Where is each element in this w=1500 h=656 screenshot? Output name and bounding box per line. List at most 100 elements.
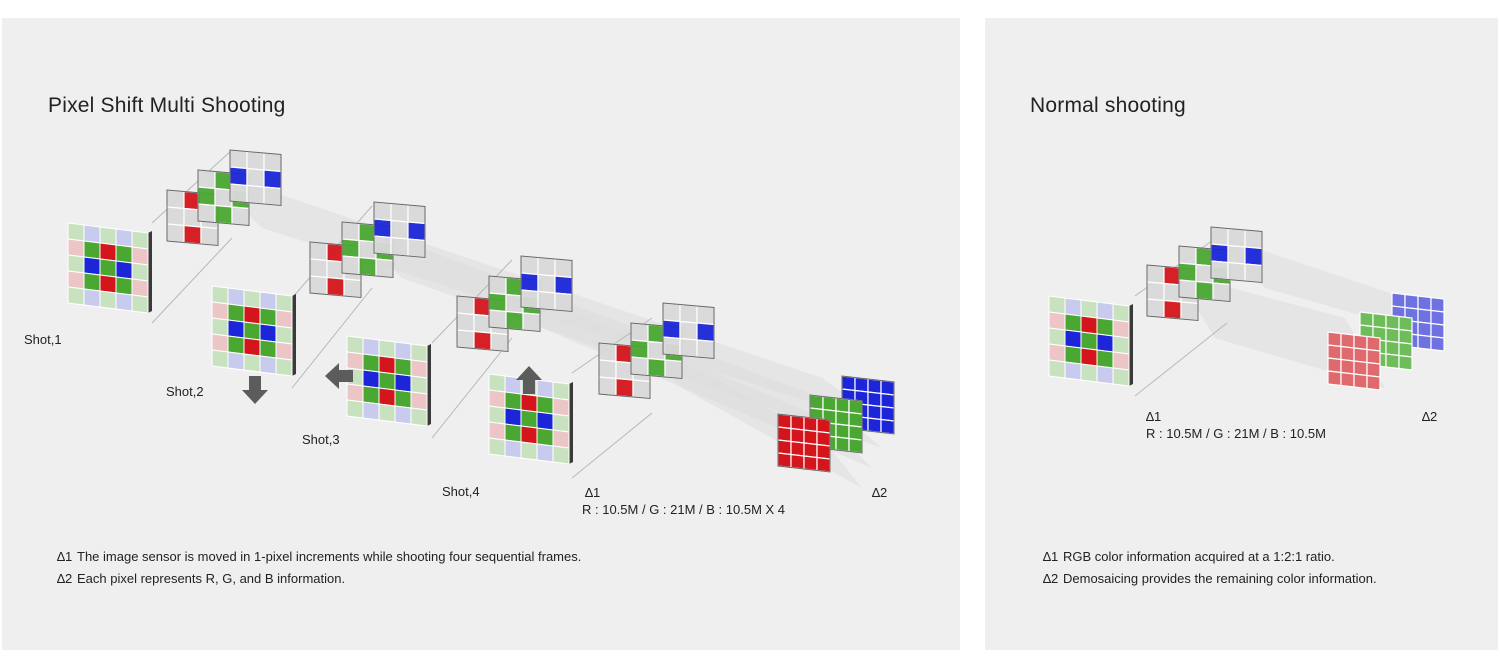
sensor-shot-3-cell: [346, 399, 364, 419]
sensor-shot-3-cell: [410, 391, 428, 411]
demosaic-green-plane-cell: [1372, 312, 1387, 329]
sensor-shot-2-cell: [259, 291, 277, 311]
demosaic-red-plane-cell: [1327, 331, 1342, 348]
sensor-shot-4-cell: [520, 425, 538, 445]
red-filter-shot-4-cell: [632, 379, 651, 400]
full-red-plane-cell: [816, 417, 831, 434]
sensor-shot-3-cell: [362, 337, 380, 357]
green-filter-cell: [1178, 279, 1197, 300]
blue-filter-shot-4-cell: [662, 336, 681, 357]
shot-2-label: Shot,2: [166, 384, 204, 399]
demosaic-red-plane-cell: [1353, 360, 1368, 377]
sensor-shot-1-cell: [99, 242, 117, 262]
sensor-shot-1-cell: [67, 270, 85, 290]
green-filter-shot-2-cell: [358, 256, 377, 277]
blue-filter-shot-2-cell: [373, 218, 392, 239]
sensor-shot-2-cell: [243, 289, 261, 309]
blue-filter-shot-3-cell: [537, 256, 556, 277]
footnote-1-mark: ∆1: [1043, 549, 1059, 564]
guide-line: [291, 287, 373, 389]
blue-filter-shot-4-cell: [662, 319, 681, 340]
demosaic-green-plane-cell: [1385, 353, 1400, 370]
footnote-2: ∆2 Demosaicing provides the remaining col…: [1043, 571, 1377, 586]
blue-filter-shot-1-cell: [263, 152, 282, 173]
demosaic-blue-plane-cell: [1430, 296, 1445, 313]
full-red-plane-border: [777, 413, 831, 473]
blue-filter-shot-1-cell: [263, 169, 282, 190]
sensor-shot-4-cell: [504, 391, 522, 411]
demosaic-green-plane-cell: [1385, 340, 1400, 357]
sensor-shot-1-cell: [131, 246, 149, 266]
demosaic-green-plane-cell: [1398, 315, 1413, 332]
green-filter: [1178, 245, 1231, 303]
demosaic-red-plane-cell: [1353, 334, 1368, 351]
blue-filter-cell: [1227, 227, 1246, 248]
sensor-shot-3-cell: [362, 385, 380, 405]
marker-1: ∆1: [1146, 409, 1162, 424]
sensor-shot-1-cell: [131, 278, 149, 298]
red-filter-cell: [1146, 281, 1165, 302]
sensor-shot-3-cell: [346, 351, 364, 371]
guide-line: [1134, 322, 1228, 397]
green-filter-shot-3-cell: [505, 310, 524, 331]
shift-arrow-up-icon: [516, 366, 542, 394]
sensor-cell: [1048, 311, 1066, 331]
blue-filter-shot-4-cell: [679, 337, 698, 358]
sensor-shot-2-edge: [292, 294, 296, 376]
blue-filter-shot-4-cell: [662, 302, 681, 323]
demosaic-blue-plane-cell: [1391, 292, 1406, 309]
demosaic-green-plane-cell: [1385, 314, 1400, 331]
red-filter-shot-1-cell: [200, 226, 219, 247]
sensor-shot-4-cell: [536, 427, 554, 447]
footnote-2-mark: ∆2: [57, 571, 73, 586]
sensor-shot-2-cell: [211, 317, 229, 337]
demosaic-red-plane-cell: [1366, 361, 1381, 378]
sensor-cell: [1064, 313, 1082, 333]
sensor-cell: [1048, 343, 1066, 363]
sensor-shot-3-cell: [394, 357, 412, 377]
blue-filter-shot-1-cell: [263, 186, 282, 207]
sensor-cell: [1080, 299, 1098, 319]
sensor-shot-1-cell: [83, 224, 101, 244]
red-filter-shot-1-cell: [183, 224, 202, 245]
blue-filter-shot-1: [229, 149, 282, 207]
footnote-2: ∆2 Each pixel represents R, G, and B info…: [57, 571, 345, 586]
green-filter-shot-2-cell: [341, 255, 360, 276]
red-filter-cell: [1146, 298, 1165, 319]
sensor-cell: [1096, 301, 1114, 321]
sensor-shot-2-cell: [243, 353, 261, 373]
sensor-cell: [1080, 315, 1098, 335]
sensor-shot-1-cell: [131, 230, 149, 250]
green-filter-cell: [1178, 262, 1197, 283]
blue-filter-shot-3-cell: [520, 255, 539, 276]
blue-filter-shot-2-cell: [407, 238, 426, 259]
sensor-shot-4-cell: [520, 441, 538, 461]
red-filter-shot-3-cell: [456, 295, 475, 316]
footnote-1: ∆1 The image sensor is moved in 1-pixel i…: [57, 549, 581, 564]
green-filter-shot-3-cell: [488, 309, 507, 330]
marker-1: ∆1: [585, 485, 601, 500]
sensor-cell: [1048, 295, 1066, 315]
red-filter-shot-2-cell: [309, 241, 328, 262]
green-filter-shot-4-cell: [630, 356, 649, 377]
sensor-cell: [1096, 317, 1114, 337]
blue-filter-shot-3-cell: [554, 292, 573, 313]
marker-2: ∆2: [872, 485, 888, 500]
full-green-plane-cell: [822, 395, 837, 412]
red-filter-shot-4-cell: [598, 342, 617, 363]
red-filter-shot-4-cell: [598, 359, 617, 380]
full-green-plane-cell: [835, 423, 850, 440]
sensor-shot-4-cell: [552, 445, 570, 465]
red-filter-shot-1-cell: [166, 223, 185, 244]
sensor-shot-3: [346, 335, 431, 427]
sensor-shot-2-cell: [275, 341, 293, 361]
sensor-shot-3-cell: [378, 339, 396, 359]
full-green-plane-cell: [835, 436, 850, 453]
sensor-shot-2-cell: [259, 307, 277, 327]
full-red-plane-cell: [777, 452, 792, 469]
red-filter-shot-4-cell: [598, 376, 617, 397]
green-filter-shot-3-cell: [488, 292, 507, 313]
green-filter-cell: [1195, 280, 1214, 301]
blue-filter-shot-4-cell: [696, 305, 715, 326]
sensor-shot-1-cell: [99, 290, 117, 310]
